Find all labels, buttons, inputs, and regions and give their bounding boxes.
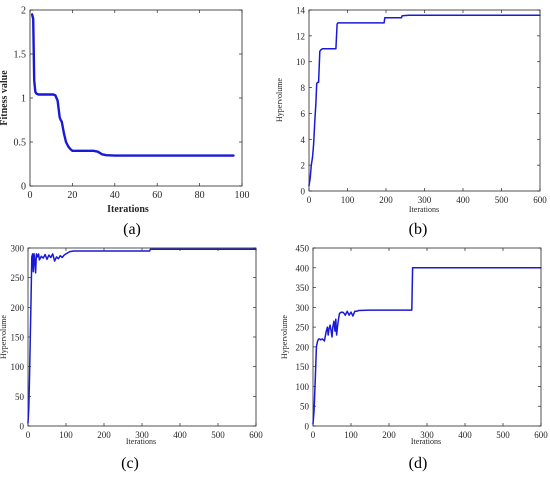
y-tick-label: 300 bbox=[296, 303, 310, 313]
x-tick-label: 500 bbox=[495, 195, 509, 205]
x-axis-label: Iterations bbox=[409, 205, 439, 214]
y-axis-label: Hypervolume bbox=[0, 315, 8, 359]
x-tick-label: 0 bbox=[26, 430, 31, 440]
panel-label: (d) bbox=[409, 455, 428, 472]
x-tick-label: 500 bbox=[496, 430, 510, 440]
x-tick-label: 300 bbox=[135, 430, 149, 440]
chart-b: 0 100 200 300 400 500 600 0 2 4 6 8 10 12 14 Iterations… bbox=[275, 6, 547, 239]
x-tick-label: 200 bbox=[379, 195, 393, 205]
x-tick-label: 100 bbox=[341, 195, 355, 205]
x-tick-label: 300 bbox=[418, 195, 432, 205]
y-tick-label: 1.5 bbox=[14, 50, 27, 61]
y-tick-label: 200 bbox=[296, 342, 310, 352]
y-tick-label: 250 bbox=[296, 323, 310, 333]
y-tick-label: 100 bbox=[11, 362, 25, 372]
x-tick-label: 0 bbox=[28, 190, 33, 201]
plot-frame bbox=[312, 247, 542, 427]
y-tick-label: 300 bbox=[11, 244, 25, 254]
plot-frame bbox=[29, 9, 243, 187]
y-tick-label: 10 bbox=[296, 57, 306, 67]
x-tick-label: 200 bbox=[97, 430, 111, 440]
y-axis-label: Hypervolume bbox=[275, 78, 284, 122]
chart-d: 0 100 200 300 400 500 600 0 50 100 150 200 250 300 350… bbox=[280, 244, 548, 473]
plot-frame bbox=[27, 247, 257, 427]
y-tick-label: 0.5 bbox=[14, 138, 27, 149]
y-tick-label: 400 bbox=[296, 263, 310, 273]
x-tick-label: 200 bbox=[382, 430, 396, 440]
y-tick-label: 50 bbox=[15, 392, 25, 402]
y-tick-label: 50 bbox=[300, 402, 310, 412]
x-tick-label: 400 bbox=[458, 430, 472, 440]
panel-label: (b) bbox=[409, 221, 428, 238]
x-tick-label: 300 bbox=[420, 430, 434, 440]
x-tick-label: 400 bbox=[456, 195, 470, 205]
y-tick-label: 0 bbox=[21, 182, 26, 193]
x-tick-label: 100 bbox=[235, 190, 250, 201]
x-tick-label: 80 bbox=[195, 190, 205, 201]
series-line bbox=[27, 248, 257, 424]
x-tick-label: 600 bbox=[533, 195, 547, 205]
y-tick-label: 0 bbox=[301, 187, 306, 197]
panel-label: (c) bbox=[121, 455, 139, 472]
x-tick-label: 0 bbox=[307, 195, 312, 205]
y-tick-label: 100 bbox=[296, 382, 310, 392]
y-tick-label: 250 bbox=[11, 273, 25, 283]
y-tick-label: 8 bbox=[301, 83, 306, 93]
y-tick-label: 150 bbox=[11, 333, 25, 343]
y-tick-label: 4 bbox=[301, 135, 306, 145]
x-tick-label: 100 bbox=[344, 430, 358, 440]
y-tick-label: 200 bbox=[11, 303, 25, 313]
y-tick-label: 12 bbox=[296, 31, 305, 41]
y-tick-label: 2 bbox=[21, 6, 26, 17]
x-tick-label: 500 bbox=[211, 430, 225, 440]
y-tick-label: 14 bbox=[296, 6, 306, 16]
series-line bbox=[312, 267, 542, 425]
y-tick-label: 2 bbox=[301, 161, 306, 171]
chart-a: 0 20 40 60 80 100 0 0.5 1 1.5 2 Iterations Fitness v… bbox=[0, 6, 250, 239]
x-tick-label: 400 bbox=[173, 430, 187, 440]
x-tick-label: 20 bbox=[67, 190, 77, 201]
y-tick-label: 6 bbox=[301, 109, 306, 119]
y-axis-label: Hypervolume bbox=[280, 315, 289, 359]
y-axis-label: Fitness value bbox=[0, 70, 10, 126]
y-tick-label: 350 bbox=[296, 283, 310, 293]
x-axis-label: Iterations bbox=[107, 204, 149, 215]
x-tick-label: 40 bbox=[110, 190, 120, 201]
x-tick-label: 100 bbox=[59, 430, 73, 440]
plot-frame bbox=[308, 9, 541, 192]
x-tick-label: 600 bbox=[249, 430, 263, 440]
x-tick-label: 0 bbox=[311, 430, 316, 440]
y-tick-label: 0 bbox=[20, 422, 25, 432]
x-tick-label: 60 bbox=[152, 190, 162, 201]
x-tick-label: 600 bbox=[534, 430, 548, 440]
x-axis-label: Iterations bbox=[126, 437, 156, 446]
y-tick-label: 150 bbox=[296, 362, 310, 372]
series-line bbox=[30, 13, 235, 157]
x-axis-label: Iterations bbox=[411, 437, 441, 446]
panel-label: (a) bbox=[123, 221, 141, 238]
y-tick-label: 0 bbox=[305, 422, 310, 432]
chart-c: 0 100 200 300 400 500 600050100150200250300Ite… bbox=[0, 244, 263, 473]
series-line bbox=[308, 14, 541, 187]
y-tick-label: 450 bbox=[296, 244, 310, 254]
y-tick-label: 1 bbox=[21, 94, 26, 105]
